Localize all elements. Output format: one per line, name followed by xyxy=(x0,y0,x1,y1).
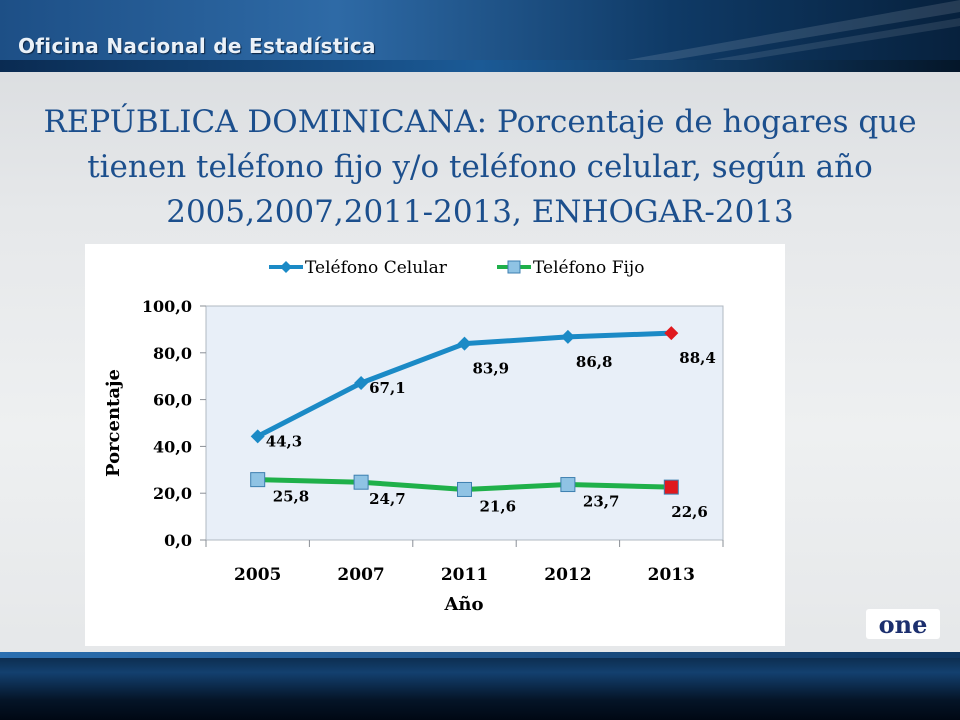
y-axis: 0,0 20,0 40,0 60,0 80,0 100,0 xyxy=(142,297,206,550)
legend: Teléfono Celular Teléfono Fijo xyxy=(269,258,644,278)
one-logo: one xyxy=(866,607,940,641)
legend-label: Teléfono Fijo xyxy=(533,258,644,278)
footer-band xyxy=(0,652,960,720)
header-band: Oficina Nacional de Estadística xyxy=(0,0,960,72)
header-stripe xyxy=(0,60,960,72)
org-name: Oficina Nacional de Estadística xyxy=(18,34,376,58)
y-tick-label: 40,0 xyxy=(153,437,192,456)
data-label: 88,4 xyxy=(679,349,716,367)
y-tick-label: 80,0 xyxy=(153,344,192,363)
legend-marker xyxy=(507,260,521,274)
header-decoration xyxy=(560,0,960,72)
chart-panel: 0,0 20,0 40,0 60,0 80,0 100,0 2005 2007 2011 201… xyxy=(85,244,785,646)
x-axis-label: Año xyxy=(443,594,483,615)
data-label: 44,3 xyxy=(266,432,303,450)
logo-text: one xyxy=(879,610,928,639)
data-point-marker xyxy=(354,375,369,390)
x-tick-label: 2011 xyxy=(441,565,488,585)
x-tick-label: 2013 xyxy=(648,565,695,585)
data-point-marker xyxy=(250,472,266,488)
series-layer: 44,3 67,1 83,9 86,8 88,4 25,8 24,7 21,6 23,7 22,6 xyxy=(250,326,716,521)
data-point-marker xyxy=(457,336,472,351)
data-point-marker xyxy=(353,474,369,490)
data-label: 86,8 xyxy=(576,353,613,371)
page-title: REPÚBLICA DOMINICANA: Porcentaje de hoga… xyxy=(43,104,917,230)
data-label: 25,8 xyxy=(273,488,310,506)
x-tick-label: 2005 xyxy=(234,565,281,585)
y-tick-label: 20,0 xyxy=(153,484,192,503)
data-point-marker xyxy=(560,329,575,344)
x-axis: 2005 2007 2011 2012 2013 xyxy=(205,540,724,585)
data-label: 24,7 xyxy=(369,490,406,508)
data-label: 21,6 xyxy=(480,497,517,515)
y-tick-label: 100,0 xyxy=(142,297,192,316)
y-tick-label: 60,0 xyxy=(153,391,192,410)
data-label: 67,1 xyxy=(369,379,406,397)
y-tick-label: 0,0 xyxy=(164,531,192,550)
data-label: 83,9 xyxy=(473,360,510,378)
data-point-marker xyxy=(664,326,679,341)
y-axis-label: Porcentaje xyxy=(103,369,124,477)
data-point-marker xyxy=(560,477,576,493)
x-tick-label: 2007 xyxy=(337,565,384,585)
legend-label: Teléfono Celular xyxy=(305,258,448,278)
x-tick-label: 2012 xyxy=(544,565,591,585)
data-point-marker xyxy=(457,481,472,497)
footer-stripe xyxy=(0,652,960,658)
data-label: 23,7 xyxy=(583,493,620,511)
data-point-marker xyxy=(663,479,679,495)
data-point-marker xyxy=(250,429,265,444)
data-label: 22,6 xyxy=(671,503,708,521)
legend-marker xyxy=(280,261,292,273)
line-chart: 0,0 20,0 40,0 60,0 80,0 100,0 2005 2007 2011 201… xyxy=(103,258,724,615)
